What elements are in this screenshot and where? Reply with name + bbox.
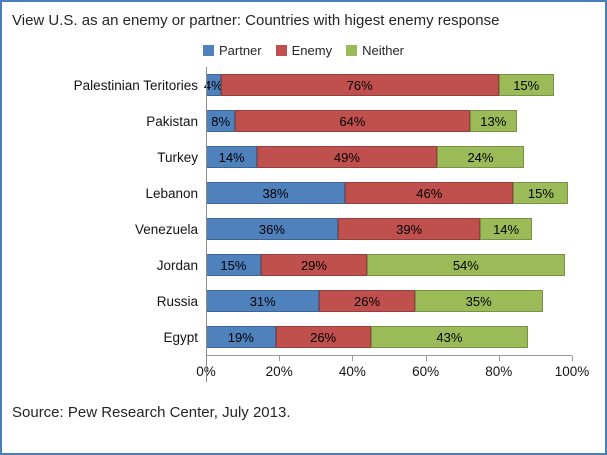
bar-segment-partner: 14%: [206, 146, 258, 168]
x-axis-tick-label: 40%: [338, 364, 366, 379]
bar-segment-value: 49%: [333, 149, 360, 165]
legend-label-enemy: Enemy: [291, 43, 333, 58]
bar-segment-value: 26%: [310, 329, 337, 345]
row-label-russia: Russia: [156, 293, 198, 309]
x-axis-tick: [498, 356, 500, 361]
bar-segment-neither: 14%: [480, 218, 532, 240]
bar-segment-neither: 24%: [436, 146, 525, 168]
row-label-pakistan: Pakistan: [146, 113, 198, 129]
bar-track: 38% 46% 15%: [206, 182, 572, 204]
bar-segment-value: 14%: [218, 149, 245, 165]
bar-segment-value: 14%: [493, 221, 520, 237]
bar-segment-value: 64%: [339, 113, 366, 129]
bar-segment-partner: 19%: [206, 326, 276, 348]
row-label-lebanon: Lebanon: [145, 185, 198, 201]
bar-segment-value: 13%: [480, 113, 507, 129]
row-label-venezuela: Venezuela: [134, 221, 198, 237]
bar-segment-enemy: 26%: [319, 290, 415, 312]
bar-segment-neither: 54%: [367, 254, 565, 276]
bar-segment-value: 54%: [452, 257, 479, 273]
legend-swatch-enemy: [275, 45, 287, 56]
bar-segment-value: 76%: [346, 77, 373, 93]
bar-segment-partner: 36%: [206, 218, 338, 240]
bar-segment-partner: 15%: [206, 254, 261, 276]
bar-segment-enemy: 76%: [220, 74, 499, 96]
legend-label-partner: Partner: [218, 43, 262, 58]
bar-segment-enemy: 49%: [257, 146, 437, 168]
x-axis-tick-label: 100%: [554, 364, 590, 379]
bar-segment-neither: 35%: [414, 290, 543, 312]
bar-segment-value: 43%: [436, 329, 463, 345]
bar-segment-value: 8%: [211, 113, 231, 129]
bar-track: 19% 26% 43%: [206, 326, 572, 348]
bar-segment-value: 35%: [465, 293, 492, 309]
bar-segment-neither: 13%: [469, 110, 518, 132]
chart-title: View U.S. as an enemy or partner: Countr…: [12, 12, 500, 29]
bar-segment-enemy: 39%: [337, 218, 481, 240]
legend: Partner Enemy Neither: [2, 43, 605, 58]
bar-row: Egypt 19% 26% 43%: [2, 319, 605, 355]
row-label-palestinian-teritories: Palestinian Teritories: [73, 77, 198, 93]
bar-row: Pakistan 8% 64% 13%: [2, 103, 605, 139]
bar-segment-value: 31%: [249, 293, 276, 309]
row-label-jordan: Jordan: [156, 257, 198, 273]
bar-track: 8% 64% 13%: [206, 110, 572, 132]
bar-row: Turkey 14% 49% 24%: [2, 139, 605, 175]
legend-item-partner: Partner: [202, 43, 262, 58]
bar-rows: Palestinian Teritories 4% 76% 15% Pakistan 8%…: [2, 67, 605, 355]
bar-track: 15% 29% 54%: [206, 254, 572, 276]
bar-segment-value: 46%: [416, 185, 443, 201]
bar-segment-value: 26%: [354, 293, 381, 309]
bar-segment-value: 15%: [513, 77, 540, 93]
bar-segment-value: 39%: [396, 221, 423, 237]
x-axis-tick: [425, 356, 427, 361]
source-note: Source: Pew Research Center, July 2013.: [12, 404, 291, 421]
x-axis-tick-label: 60%: [412, 364, 440, 379]
bar-segment-value: 38%: [262, 185, 289, 201]
plot-area: Palestinian Teritories 4% 76% 15% Pakistan 8%…: [2, 67, 605, 382]
bar-track: 14% 49% 24%: [206, 146, 572, 168]
bar-segment-partner: 4%: [203, 74, 223, 96]
bar-row: Jordan 15% 29% 54%: [2, 247, 605, 283]
legend-item-enemy: Enemy: [275, 43, 333, 58]
bar-segment-neither: 43%: [370, 326, 529, 348]
bar-segment-neither: 15%: [513, 182, 569, 204]
x-axis-tick-label: 80%: [485, 364, 513, 379]
bar-segment-value: 36%: [258, 221, 285, 237]
bar-segment-partner: 8%: [206, 110, 236, 132]
x-axis-tick: [279, 356, 281, 361]
legend-item-neither: Neither: [346, 43, 404, 58]
bar-row: Lebanon 38% 46% 15%: [2, 175, 605, 211]
bar-row: Palestinian Teritories 4% 76% 15%: [2, 67, 605, 103]
x-axis: 0%20%40%60%80%100%: [196, 355, 589, 382]
bar-segment-enemy: 26%: [275, 326, 371, 348]
legend-label-neither: Neither: [362, 43, 405, 58]
bar-segment-value: 19%: [227, 329, 254, 345]
bar-track: 31% 26% 35%: [206, 290, 572, 312]
bar-segment-partner: 38%: [206, 182, 346, 204]
bar-segment-enemy: 46%: [345, 182, 514, 204]
legend-swatch-partner: [202, 45, 214, 56]
x-axis-tick-label: 20%: [265, 364, 293, 379]
row-label-egypt: Egypt: [163, 329, 198, 345]
bar-track: 36% 39% 14%: [206, 218, 572, 240]
x-axis-tick: [352, 356, 354, 361]
x-axis-tick: [572, 356, 573, 361]
bar-segment-partner: 31%: [206, 290, 320, 312]
bar-segment-value: 24%: [467, 149, 494, 165]
bar-segment-value: 15%: [527, 185, 554, 201]
y-axis-line: [206, 67, 207, 382]
bar-track: 4% 76% 15%: [203, 74, 572, 96]
legend-swatch-neither: [346, 45, 358, 56]
bar-row: Venezuela 36% 39% 14%: [2, 211, 605, 247]
bar-segment-value: 4%: [203, 77, 223, 93]
bar-segment-enemy: 64%: [235, 110, 470, 132]
bar-segment-value: 29%: [300, 257, 327, 273]
bar-segment-neither: 15%: [498, 74, 554, 96]
bar-segment-value: 15%: [220, 257, 247, 273]
row-label-turkey: Turkey: [157, 149, 198, 165]
bar-row: Russia 31% 26% 35%: [2, 283, 605, 319]
bar-segment-enemy: 29%: [260, 254, 368, 276]
